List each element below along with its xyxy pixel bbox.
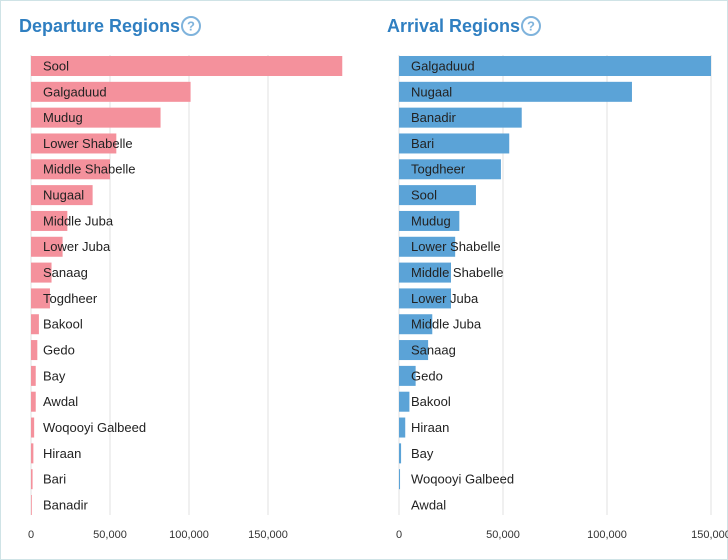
bar <box>31 56 343 76</box>
bar <box>399 314 433 335</box>
bar <box>31 288 50 309</box>
category-label: Galgaduud <box>43 84 107 99</box>
category-label: Sool <box>43 58 69 73</box>
category-label: Hiraan <box>411 420 449 435</box>
category-label: Lower Juba <box>43 239 111 254</box>
category-label: Nugaal <box>43 188 84 203</box>
category-label: Togdheer <box>43 291 98 306</box>
x-tick-label: 50,000 <box>486 529 520 541</box>
bar <box>31 340 38 361</box>
help-icon[interactable]: ? <box>521 16 541 36</box>
bar <box>31 185 93 206</box>
bar <box>399 185 476 206</box>
category-label: Bakool <box>411 394 451 409</box>
bar <box>399 107 522 128</box>
x-tick-label: 50,000 <box>93 529 127 541</box>
bar <box>31 236 63 257</box>
bar <box>399 262 451 283</box>
bar <box>399 340 429 361</box>
category-label: Lower Juba <box>411 291 479 306</box>
bar <box>31 417 35 438</box>
category-label: Middle Shabelle <box>43 162 136 177</box>
bar <box>31 495 32 515</box>
x-tick-label: 150,000 <box>248 529 288 541</box>
svg-text:?: ? <box>527 18 535 33</box>
category-label: Mudug <box>43 110 83 125</box>
category-label: Lower Shabelle <box>411 239 501 254</box>
x-tick-label: 0 <box>28 529 34 541</box>
bar <box>31 133 117 154</box>
bar <box>31 365 36 386</box>
category-label: Banadir <box>411 110 456 125</box>
help-icon[interactable]: ? <box>181 16 201 36</box>
category-label: Banadir <box>43 497 88 512</box>
category-label: Galgaduud <box>411 58 475 73</box>
category-label: Bari <box>43 472 66 487</box>
bar <box>31 210 68 231</box>
bar <box>31 391 36 412</box>
bar <box>399 443 402 464</box>
bar <box>31 443 34 464</box>
bar <box>399 159 501 180</box>
category-label: Bakool <box>43 317 83 332</box>
category-label: Sanaag <box>411 342 456 357</box>
category-label: Awdal <box>411 497 446 512</box>
bar <box>31 469 33 490</box>
x-tick-label: 100,000 <box>169 529 209 541</box>
x-tick-label: 100,000 <box>587 529 627 541</box>
bar <box>399 469 401 490</box>
bar <box>399 56 711 76</box>
category-label: Sool <box>411 188 437 203</box>
chart-title: Arrival Regions <box>387 16 520 36</box>
category-label: Bari <box>411 136 434 151</box>
category-label: Sanaag <box>43 265 88 280</box>
bar <box>399 133 510 154</box>
bar <box>399 210 460 231</box>
category-label: Awdal <box>43 394 78 409</box>
category-label: Lower Shabelle <box>43 136 133 151</box>
category-label: Woqooyi Galbeed <box>43 420 146 435</box>
bar <box>399 391 410 412</box>
bar <box>399 236 456 257</box>
bar <box>31 81 191 102</box>
category-label: Gedo <box>43 342 75 357</box>
x-tick-label: 0 <box>396 529 402 541</box>
category-label: Bay <box>43 368 66 383</box>
bar <box>31 159 110 180</box>
bar <box>399 417 406 438</box>
bar <box>31 107 161 128</box>
bar <box>399 288 451 309</box>
category-label: Nugaal <box>411 84 452 99</box>
bar <box>31 262 52 283</box>
chart-title: Departure Regions <box>19 16 180 36</box>
category-label: Hiraan <box>43 446 81 461</box>
category-label: Togdheer <box>411 162 466 177</box>
category-label: Gedo <box>411 368 443 383</box>
category-label: Middle Shabelle <box>411 265 504 280</box>
category-label: Middle Juba <box>43 213 114 228</box>
bar <box>399 81 632 102</box>
category-label: Mudug <box>411 213 451 228</box>
bar <box>31 314 39 335</box>
category-label: Middle Juba <box>411 317 482 332</box>
category-label: Woqooyi Galbeed <box>411 472 514 487</box>
category-label: Bay <box>411 446 434 461</box>
bar <box>399 365 416 386</box>
svg-text:?: ? <box>187 18 195 33</box>
x-tick-label: 150,000 <box>691 529 728 541</box>
